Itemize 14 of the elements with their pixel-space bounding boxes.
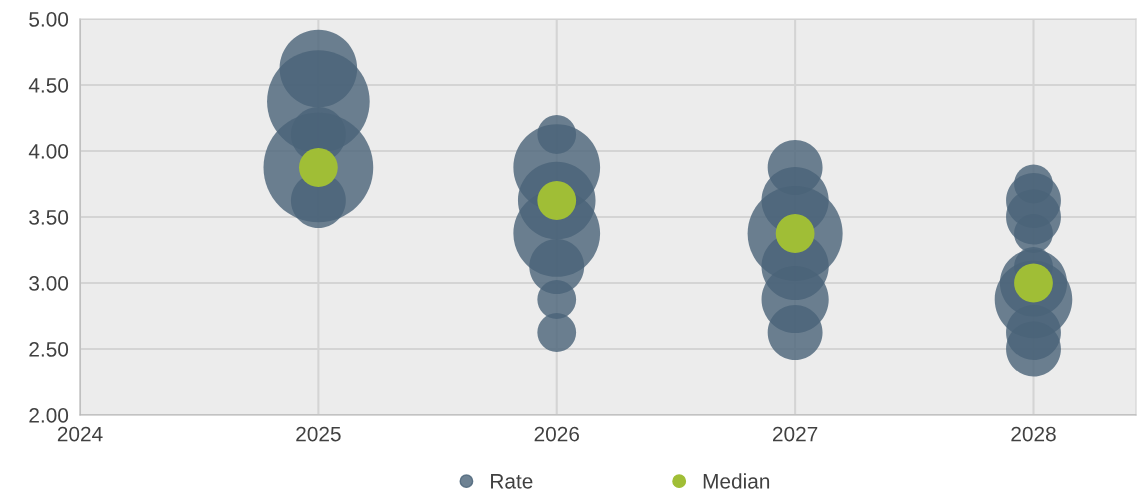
x-tick-label: 2026	[534, 426, 580, 442]
legend-label: Rate	[491, 474, 533, 489]
x-tick-label: 2025	[296, 426, 341, 442]
y-tick-label: 4.50	[28, 78, 69, 93]
y-tick-label: 2.00	[29, 408, 69, 423]
x-tick-label: 2028	[1011, 426, 1056, 442]
y-tick-label: 3.00	[29, 276, 69, 291]
legend-label: Median	[703, 473, 770, 489]
y-tick-label: 4.00	[28, 144, 69, 159]
x-tick-label: 2027	[773, 426, 818, 442]
y-tick-label: 5.00	[29, 12, 69, 27]
x-tick-label: 2024	[57, 426, 103, 442]
y-tick-label: 3.50	[29, 210, 69, 225]
y-tick-label: 2.50	[29, 342, 69, 357]
